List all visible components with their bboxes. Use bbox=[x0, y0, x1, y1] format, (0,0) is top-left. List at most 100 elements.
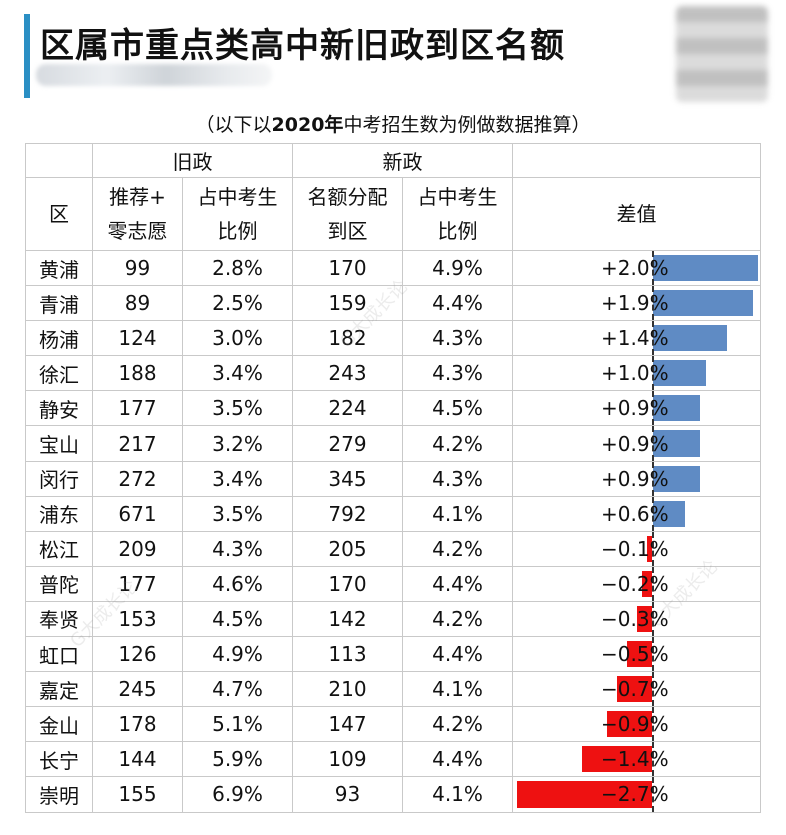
table-body: 黄浦 99 2.8% 170 4.9% +2.0% 青浦 89 2.5% 159 4.4% +1.9%… bbox=[25, 249, 761, 813]
diff-cell: −0.3% bbox=[512, 600, 761, 638]
old-ratio-cell: 4.7% bbox=[182, 671, 293, 708]
district-cell: 崇明 bbox=[25, 776, 93, 813]
header-old-ratio-line2: 比例 bbox=[217, 219, 258, 243]
old-count-cell: 126 bbox=[92, 636, 183, 673]
diff-value-label: +0.9% bbox=[601, 466, 669, 491]
old-count-cell: 178 bbox=[92, 706, 183, 743]
old-count-cell: 177 bbox=[92, 390, 183, 427]
table-row: 黄浦 99 2.8% 170 4.9% +2.0% bbox=[25, 249, 761, 287]
diff-cell: −0.9% bbox=[512, 706, 761, 743]
header-old-ratio: 占中考生 比例 bbox=[182, 177, 293, 251]
header-new-policy: 新政 bbox=[292, 143, 513, 178]
new-count-cell: 345 bbox=[292, 460, 403, 497]
old-ratio-cell: 5.1% bbox=[182, 706, 293, 743]
table-row: 静安 177 3.5% 224 4.5% +0.9% bbox=[25, 390, 761, 427]
district-cell: 宝山 bbox=[25, 425, 93, 462]
diff-value-label: −1.4% bbox=[601, 747, 669, 772]
diff-cell: −0.2% bbox=[512, 565, 761, 602]
district-cell: 静安 bbox=[25, 390, 93, 427]
zero-axis-line bbox=[652, 426, 654, 461]
diff-value-label: −0.1% bbox=[601, 536, 669, 561]
header-row-group: 旧政 新政 bbox=[25, 143, 761, 178]
zero-axis-line bbox=[652, 321, 654, 355]
old-ratio-cell: 3.2% bbox=[182, 425, 293, 462]
new-ratio-cell: 4.3% bbox=[402, 460, 513, 497]
old-ratio-cell: 3.5% bbox=[182, 495, 293, 532]
district-cell: 嘉定 bbox=[25, 671, 93, 708]
new-count-cell: 792 bbox=[292, 495, 403, 532]
diff-bar bbox=[582, 746, 652, 773]
old-count-cell: 209 bbox=[92, 530, 183, 567]
table-row: 闵行 272 3.4% 345 4.3% +0.9% bbox=[25, 460, 761, 497]
old-ratio-cell: 4.5% bbox=[182, 600, 293, 638]
old-count-cell: 99 bbox=[92, 249, 183, 287]
diff-bar bbox=[653, 500, 685, 527]
diff-bar bbox=[653, 465, 701, 492]
header-empty-cell bbox=[25, 143, 93, 178]
zero-axis-line bbox=[652, 672, 654, 706]
new-ratio-cell: 4.1% bbox=[402, 495, 513, 532]
old-count-cell: 245 bbox=[92, 671, 183, 708]
diff-bar bbox=[517, 781, 652, 808]
header-old-count-line1: 推荐+ bbox=[109, 185, 166, 209]
table-row: 宝山 217 3.2% 279 4.2% +0.9% bbox=[25, 425, 761, 462]
zero-axis-line bbox=[652, 462, 654, 496]
table-row: 杨浦 124 3.0% 182 4.3% +1.4% bbox=[25, 320, 761, 357]
page-title: 区属市重点类高中新旧政到区名额 bbox=[40, 26, 565, 66]
new-ratio-cell: 4.4% bbox=[402, 285, 513, 322]
diff-value-label: −0.3% bbox=[601, 606, 669, 631]
diff-cell: +1.9% bbox=[512, 285, 761, 322]
new-count-cell: 159 bbox=[292, 285, 403, 322]
old-count-cell: 177 bbox=[92, 565, 183, 602]
district-cell: 长宁 bbox=[25, 741, 93, 778]
old-ratio-cell: 3.4% bbox=[182, 355, 293, 392]
old-ratio-cell: 3.5% bbox=[182, 390, 293, 427]
zero-axis-line bbox=[652, 356, 654, 390]
diff-value-label: −0.9% bbox=[601, 712, 669, 737]
district-cell: 虹口 bbox=[25, 636, 93, 673]
diff-value-label: −2.7% bbox=[601, 782, 669, 807]
district-cell: 金山 bbox=[25, 706, 93, 743]
subtitle-prefix: （以下以 bbox=[195, 114, 272, 136]
zero-axis-line bbox=[652, 567, 654, 601]
header-district: 区 bbox=[25, 177, 93, 251]
new-ratio-cell: 4.4% bbox=[402, 565, 513, 602]
diff-value-label: −0.7% bbox=[601, 677, 669, 702]
diff-cell: +0.9% bbox=[512, 460, 761, 497]
old-count-cell: 153 bbox=[92, 600, 183, 638]
diff-cell: +0.9% bbox=[512, 425, 761, 462]
table-row: 松江 209 4.3% 205 4.2% −0.1% bbox=[25, 530, 761, 567]
district-cell: 闵行 bbox=[25, 460, 93, 497]
header-new-ratio: 占中考生 比例 bbox=[402, 177, 513, 251]
old-count-cell: 124 bbox=[92, 320, 183, 357]
old-ratio-cell: 3.0% bbox=[182, 320, 293, 357]
diff-value-label: −0.5% bbox=[601, 642, 669, 667]
diff-bar bbox=[653, 255, 758, 282]
district-cell: 青浦 bbox=[25, 285, 93, 322]
new-count-cell: 205 bbox=[292, 530, 403, 567]
diff-cell: +2.0% bbox=[512, 249, 761, 287]
new-ratio-cell: 4.4% bbox=[402, 636, 513, 673]
new-count-cell: 210 bbox=[292, 671, 403, 708]
diff-value-label: +1.0% bbox=[601, 361, 669, 386]
new-ratio-cell: 4.2% bbox=[402, 706, 513, 743]
header-new-count-line1: 名额分配 bbox=[307, 185, 388, 209]
new-count-cell: 147 bbox=[292, 706, 403, 743]
diff-value-label: +0.9% bbox=[601, 396, 669, 421]
old-ratio-cell: 2.5% bbox=[182, 285, 293, 322]
new-ratio-cell: 4.3% bbox=[402, 320, 513, 357]
new-count-cell: 170 bbox=[292, 565, 403, 602]
old-count-cell: 188 bbox=[92, 355, 183, 392]
table-row: 青浦 89 2.5% 159 4.4% +1.9% bbox=[25, 285, 761, 322]
diff-value-label: +1.4% bbox=[601, 326, 669, 351]
diff-bar bbox=[653, 290, 753, 317]
old-ratio-cell: 4.3% bbox=[182, 530, 293, 567]
table-row: 长宁 144 5.9% 109 4.4% −1.4% bbox=[25, 741, 761, 778]
diff-cell: +0.9% bbox=[512, 390, 761, 427]
zero-axis-line bbox=[652, 391, 654, 425]
diff-cell: −1.4% bbox=[512, 741, 761, 778]
new-count-cell: 182 bbox=[292, 320, 403, 357]
diff-cell: −0.5% bbox=[512, 636, 761, 673]
diff-value-label: +1.9% bbox=[601, 291, 669, 316]
district-cell: 奉贤 bbox=[25, 600, 93, 638]
